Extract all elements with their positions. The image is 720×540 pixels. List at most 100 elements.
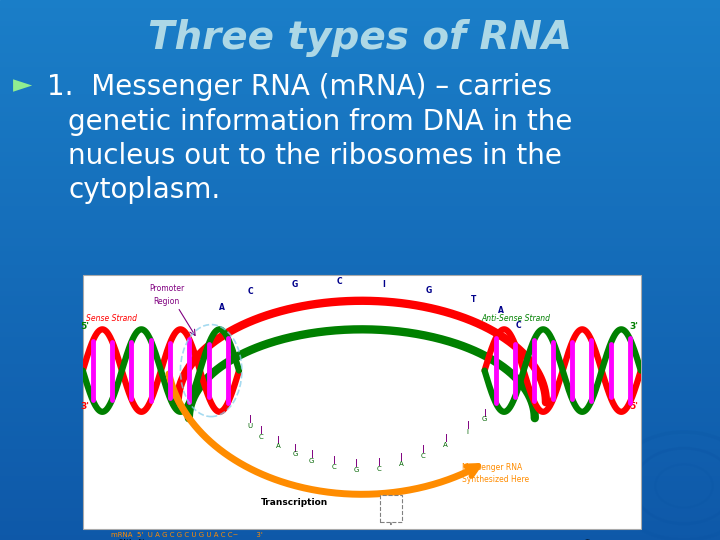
Bar [0, 185, 720, 189]
Bar [0, 193, 720, 198]
Text: A: A [498, 307, 504, 315]
Bar [0, 270, 720, 274]
Bar [0, 536, 720, 540]
Bar [0, 112, 720, 117]
Bar [0, 198, 720, 202]
Text: Sense Strand: Sense Strand [86, 314, 137, 323]
Bar [0, 176, 720, 180]
Bar [0, 14, 720, 18]
Bar [0, 517, 720, 522]
Bar [0, 306, 720, 310]
Text: Promoter: Promoter [149, 284, 184, 293]
Bar [0, 189, 720, 193]
Bar [0, 131, 720, 135]
Bar [0, 450, 720, 455]
Bar [0, 472, 720, 477]
Bar [0, 207, 720, 212]
Text: nucleus out to the ribosomes in the: nucleus out to the ribosomes in the [68, 142, 562, 170]
Bar [0, 360, 720, 364]
Bar [0, 162, 720, 166]
Text: 5': 5' [629, 402, 639, 410]
Text: Messenger RNA
Synthesized Here: Messenger RNA Synthesized Here [462, 463, 529, 484]
Bar [0, 293, 720, 297]
Bar [0, 401, 720, 405]
Bar [0, 436, 720, 441]
Bar [0, 225, 720, 229]
Bar [0, 414, 720, 418]
Text: T: T [471, 295, 476, 305]
Text: 3': 3' [629, 322, 639, 332]
Text: I: I [467, 429, 469, 435]
Bar [0, 72, 720, 77]
Bar [0, 374, 720, 378]
Bar [0, 526, 720, 531]
Text: ►: ► [13, 73, 32, 97]
Bar [0, 50, 720, 54]
Bar [0, 392, 720, 396]
Bar [0, 68, 720, 72]
Bar [0, 108, 720, 112]
Text: G: G [309, 457, 314, 463]
Bar [0, 81, 720, 85]
Text: Three types of RNA: Three types of RNA [148, 19, 572, 57]
Bar [0, 274, 720, 279]
Text: C: C [259, 434, 264, 440]
Bar [0, 351, 720, 355]
Text: Transcription: Transcription [261, 498, 328, 508]
Bar [0, 396, 720, 401]
Bar [0, 333, 720, 338]
Bar [0, 455, 720, 459]
Bar [0, 85, 720, 90]
Text: I: I [383, 280, 385, 288]
Text: C: C [337, 277, 342, 286]
Bar [0, 158, 720, 162]
Text: C: C [516, 321, 521, 330]
Text: G: G [426, 286, 432, 295]
Bar [0, 144, 720, 148]
Bar [0, 459, 720, 463]
Text: G: G [354, 467, 359, 473]
Bar [0, 247, 720, 252]
Text: C: C [376, 465, 381, 471]
Bar [0, 509, 720, 513]
Bar [0, 256, 720, 261]
Bar [0, 220, 720, 225]
Bar [0, 288, 720, 293]
Bar [0, 166, 720, 171]
Bar [0, 216, 720, 220]
Bar [0, 90, 720, 94]
Bar [0, 266, 720, 270]
Bar [0, 18, 720, 23]
Bar [0, 9, 720, 14]
Text: cytoplasm.: cytoplasm. [68, 176, 220, 204]
Bar [0, 463, 720, 468]
Bar [0, 405, 720, 409]
Text: A: A [443, 442, 448, 448]
Bar [0, 310, 720, 315]
Bar [0, 320, 720, 324]
Bar [0, 441, 720, 445]
Bar [0, 0, 720, 4]
Bar [0, 468, 720, 472]
Bar [0, 432, 720, 436]
Bar [0, 279, 720, 284]
Bar [0, 31, 720, 36]
Bar [0, 36, 720, 40]
Bar [0, 369, 720, 374]
Bar [0, 63, 720, 68]
Bar [0, 126, 720, 131]
Bar [0, 261, 720, 266]
Bar [0, 387, 720, 392]
Bar [0, 338, 720, 342]
Bar [0, 180, 720, 185]
Bar [0, 513, 720, 517]
Bar [0, 423, 720, 428]
Bar [0, 500, 720, 504]
Bar [0, 504, 720, 509]
Bar [0, 234, 720, 239]
Bar [0, 486, 720, 490]
Bar [0, 135, 720, 139]
Text: G: G [482, 416, 487, 422]
FancyBboxPatch shape [380, 495, 402, 522]
Bar [0, 77, 720, 81]
